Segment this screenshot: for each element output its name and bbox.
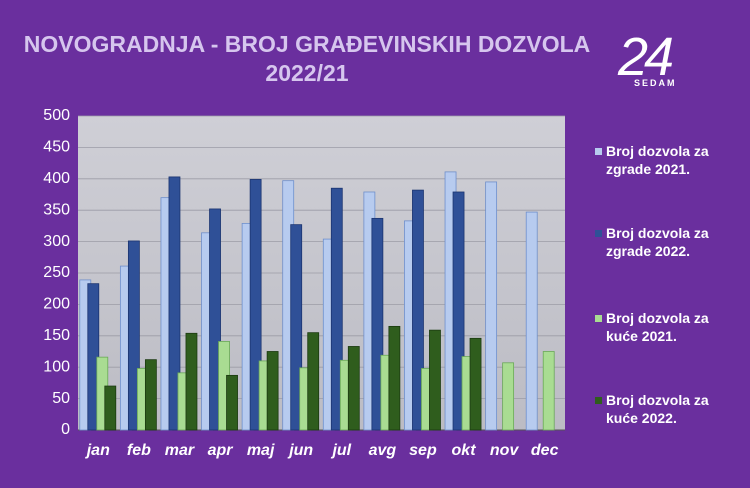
legend-entry: Broj dozvola za zgrade 2022.: [595, 224, 736, 260]
bar: [452, 191, 465, 431]
bar: [525, 211, 538, 431]
y-tick-label: 150: [43, 327, 70, 344]
bar: [469, 337, 482, 431]
legend-swatch: [595, 397, 602, 404]
x-tick-label: mar: [165, 442, 195, 459]
bar: [290, 224, 303, 431]
x-tick-label: apr: [208, 442, 234, 459]
bar: [412, 189, 424, 431]
bar: [104, 385, 117, 431]
bar: [266, 351, 279, 431]
logo: 24 SEDAM: [618, 30, 708, 88]
x-tick-label: dec: [531, 442, 559, 459]
legend-entry: Broj dozvola za kuće 2022.: [595, 391, 736, 427]
bar: [429, 329, 441, 431]
y-tick-label: 350: [43, 201, 70, 218]
legend-swatch: [595, 148, 602, 155]
y-tick-label: 300: [43, 233, 70, 250]
logo-text: 24: [618, 27, 674, 87]
x-tick-label: feb: [127, 442, 151, 459]
x-tick-label: sep: [409, 442, 437, 459]
bar: [144, 359, 157, 431]
bar: [226, 374, 238, 431]
x-tick-label: jul: [330, 442, 351, 459]
y-tick-label: 100: [43, 358, 70, 375]
x-tick-label: jan: [85, 442, 110, 459]
bar: [542, 351, 555, 431]
y-tick-label: 400: [43, 170, 70, 187]
x-tick-label: jun: [287, 442, 313, 459]
y-tick-label: 500: [43, 107, 70, 124]
bar: [168, 176, 181, 431]
legend-entry: Broj dozvola za kuće 2021.: [595, 309, 736, 345]
x-tick-label: maj: [247, 442, 275, 459]
y-tick-label: 250: [43, 264, 70, 281]
chart-title: NOVOGRADNJA - BROJ GRAĐEVINSKIH DOZVOLA …: [23, 31, 591, 86]
x-tick-label: okt: [452, 442, 477, 459]
x-tick-label: avg: [369, 442, 397, 459]
bar: [485, 181, 498, 431]
x-tick-label: nov: [490, 442, 520, 459]
bar: [127, 240, 140, 431]
legend-swatch: [595, 315, 602, 322]
bar: [502, 362, 515, 431]
bar: [209, 208, 221, 431]
bar: [307, 332, 320, 431]
y-tick-label: 0: [61, 421, 70, 438]
y-tick-label: 450: [43, 139, 70, 156]
y-tick-label: 50: [52, 390, 70, 407]
bar: [185, 332, 198, 431]
y-tick-label: 200: [43, 296, 70, 313]
bar: [371, 217, 384, 431]
legend-entry: Broj dozvola za zgrade 2021.: [595, 142, 736, 178]
legend-swatch: [595, 230, 602, 237]
bar: [347, 346, 360, 431]
bar: [330, 187, 343, 431]
bar: [388, 325, 401, 431]
bar: [249, 179, 262, 431]
logo-subtext: SEDAM: [634, 78, 677, 88]
